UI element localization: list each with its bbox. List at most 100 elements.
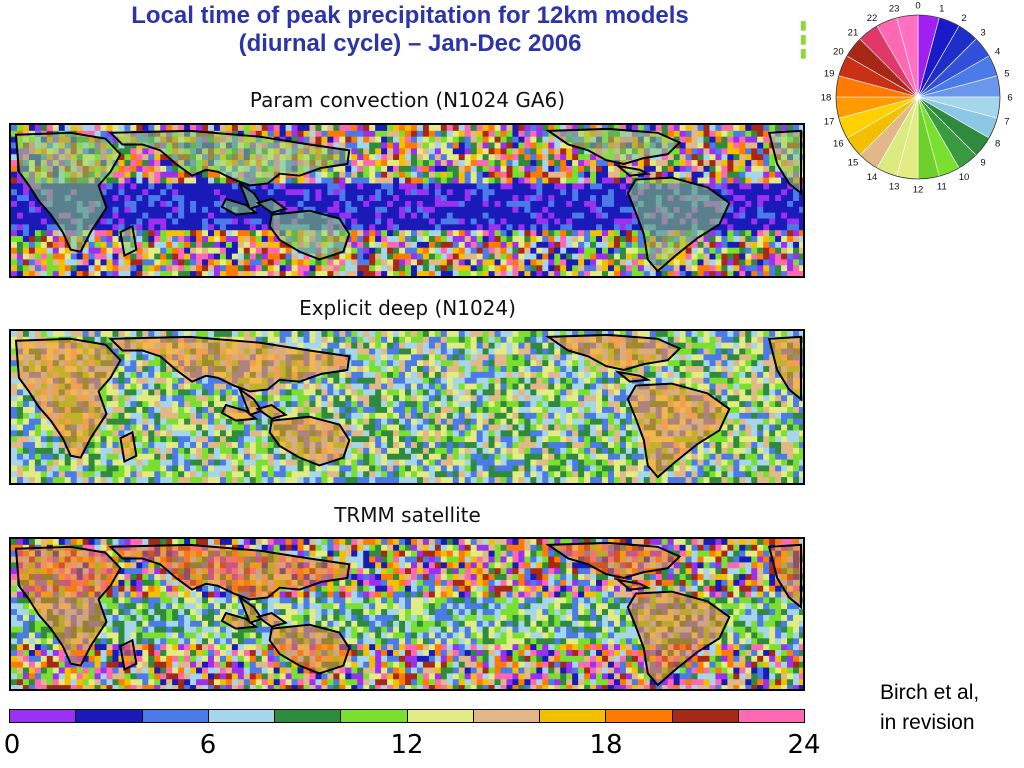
map-texture-cell xyxy=(500,125,507,132)
map-texture-cell xyxy=(225,230,233,237)
map-texture-cell xyxy=(452,236,460,243)
map-texture-cell xyxy=(178,183,185,190)
map-texture-cell xyxy=(428,253,436,260)
map-texture-cell xyxy=(673,148,681,155)
map-texture-cell xyxy=(464,130,472,138)
map-texture-cell xyxy=(166,230,173,237)
map-texture-cell xyxy=(452,177,460,184)
map-texture-cell xyxy=(494,206,502,214)
map-texture-cell xyxy=(524,148,531,155)
map-texture-cell xyxy=(130,200,137,208)
map-texture-cell xyxy=(721,224,728,231)
map-texture-cell xyxy=(118,383,125,390)
map-texture-cell xyxy=(572,165,579,173)
map-texture-cell xyxy=(136,224,143,231)
map-texture-cell xyxy=(542,136,549,144)
map-texture-cell xyxy=(566,236,573,243)
map-texture-cell xyxy=(434,265,442,272)
map-texture-cell xyxy=(410,189,418,196)
map-texture-cell xyxy=(679,253,687,260)
map-texture-cell xyxy=(142,218,149,225)
map-texture-cell xyxy=(357,200,364,208)
map-texture-cell xyxy=(16,331,24,338)
map-texture-cell xyxy=(458,259,466,266)
map-texture-cell xyxy=(709,125,716,132)
map-texture-cell xyxy=(607,165,615,173)
map-texture-cell xyxy=(458,171,466,179)
map-texture-cell xyxy=(548,154,555,161)
map-texture-cell xyxy=(506,271,513,276)
map-texture-cell xyxy=(530,253,537,260)
map-texture-cell xyxy=(440,230,448,237)
map-texture-cell xyxy=(512,354,519,361)
map-texture-cell xyxy=(787,259,794,266)
map-texture-cell xyxy=(607,171,615,179)
map-texture-cell xyxy=(399,200,406,208)
map-texture-cell xyxy=(40,271,48,276)
map-texture-cell xyxy=(219,265,227,272)
map-texture-cell xyxy=(494,125,502,132)
clock-hour-label: 22 xyxy=(867,13,878,24)
map-texture-cell xyxy=(82,259,90,266)
map-texture-cell xyxy=(476,154,484,161)
map-texture-cell xyxy=(727,366,734,373)
map-texture-cell xyxy=(333,200,340,208)
map-texture-cell xyxy=(399,160,406,167)
map-texture-cell xyxy=(393,165,400,173)
map-texture-cell xyxy=(357,160,364,167)
map-texture-cell xyxy=(399,377,406,385)
map-texture-cell xyxy=(602,218,609,225)
map-texture-cell xyxy=(225,383,233,390)
map-texture-cell xyxy=(118,331,125,338)
map-texture-cell xyxy=(387,342,394,350)
map-texture-cell xyxy=(339,183,346,190)
map-texture-cell xyxy=(757,171,764,179)
map-texture-cell xyxy=(124,154,131,161)
map-texture-cell xyxy=(94,125,102,132)
map-texture-cell xyxy=(410,389,418,396)
map-texture-cell xyxy=(303,200,310,208)
map-texture-cell xyxy=(405,348,412,355)
map-texture-cell xyxy=(160,154,167,161)
map-texture-cell xyxy=(321,177,328,184)
map-texture-cell xyxy=(727,130,734,138)
map-texture-cell xyxy=(494,224,502,231)
map-texture-cell xyxy=(88,125,96,132)
map-texture-cell xyxy=(787,218,794,225)
map-texture-cell xyxy=(775,206,782,214)
map-texture-cell xyxy=(333,165,340,173)
map-texture-cell xyxy=(136,366,143,373)
map-texture-cell xyxy=(775,383,782,390)
map-texture-cell xyxy=(745,247,752,255)
map-texture-cell xyxy=(405,371,412,379)
map-texture-cell xyxy=(351,177,358,184)
map-texture-cell xyxy=(172,224,179,231)
map-texture-cell xyxy=(178,195,185,202)
map-texture-cell xyxy=(219,389,227,396)
map-texture-cell xyxy=(733,171,740,179)
map-texture-cell xyxy=(781,259,788,266)
map-texture-cell xyxy=(428,336,436,344)
map-texture-cell xyxy=(231,236,239,243)
map-texture-cell xyxy=(118,354,125,361)
map-texture-cell xyxy=(697,177,704,184)
map-texture-cell xyxy=(548,224,555,231)
map-texture-cell xyxy=(476,271,484,276)
map-texture-cell xyxy=(703,366,710,373)
map-texture-cell xyxy=(739,224,746,231)
map-texture-cell xyxy=(237,212,245,220)
map-texture-cell xyxy=(625,259,633,266)
map-texture-cell xyxy=(733,165,740,173)
map-texture-cell xyxy=(697,247,704,255)
map-texture-cell xyxy=(619,247,627,255)
map-texture-cell xyxy=(494,271,502,276)
map-texture-cell xyxy=(643,366,651,373)
map-texture-cell xyxy=(434,331,442,338)
map-texture-cell xyxy=(590,171,597,179)
map-texture-cell xyxy=(219,253,227,260)
map-texture-cell xyxy=(691,136,699,144)
map-texture-cell xyxy=(757,189,764,196)
map-texture-cell xyxy=(291,247,299,255)
map-texture-cell xyxy=(309,206,316,214)
map-texture-cell xyxy=(190,253,197,260)
